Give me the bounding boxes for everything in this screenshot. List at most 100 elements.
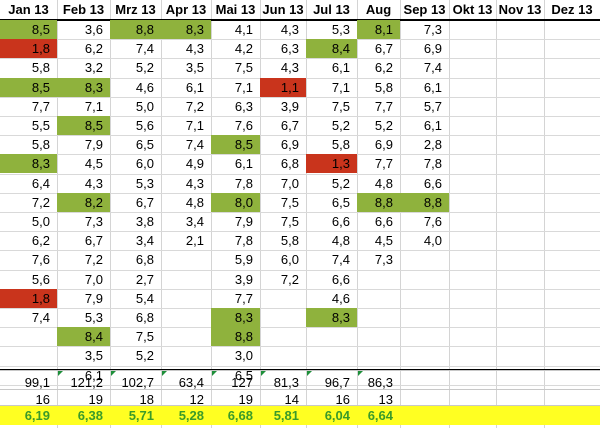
data-cell-high[interactable]: 8,1: [357, 20, 400, 39]
data-cell[interactable]: 6,3: [280, 41, 299, 56]
data-cell[interactable]: 7,7: [234, 291, 253, 306]
data-cell[interactable]: 7,6: [423, 214, 442, 229]
data-cell[interactable]: 5,0: [31, 214, 50, 229]
data-cell[interactable]: 5,2: [135, 348, 154, 363]
count-cell[interactable]: 18: [139, 392, 154, 407]
data-cell[interactable]: 6,5: [135, 137, 154, 152]
data-cell[interactable]: 5,2: [135, 60, 154, 75]
data-cell[interactable]: 3,0: [234, 348, 253, 363]
data-cell[interactable]: 6,5: [234, 368, 253, 383]
data-cell[interactable]: 7,1: [185, 118, 204, 133]
data-cell[interactable]: 4,3: [185, 176, 204, 191]
data-cell[interactable]: 7,1: [331, 80, 350, 95]
sum-cell[interactable]: 81,3: [273, 375, 299, 390]
column-header[interactable]: Jul 13: [313, 2, 350, 17]
data-cell[interactable]: 2,7: [135, 272, 154, 287]
count-cell[interactable]: 16: [335, 392, 350, 407]
data-cell[interactable]: 7,4: [135, 41, 154, 56]
data-cell[interactable]: 3,2: [84, 60, 103, 75]
data-cell[interactable]: 6,9: [374, 137, 393, 152]
data-cell[interactable]: 7,8: [234, 176, 253, 191]
data-cell[interactable]: 7,5: [280, 214, 299, 229]
data-cell[interactable]: 7,4: [423, 60, 442, 75]
data-cell[interactable]: 7,7: [374, 99, 393, 114]
data-cell[interactable]: 3,8: [135, 214, 154, 229]
data-cell[interactable]: 5,2: [331, 118, 350, 133]
data-cell[interactable]: 7,5: [280, 195, 299, 210]
data-cell[interactable]: 6,0: [280, 252, 299, 267]
data-cell-high[interactable]: 8,5: [0, 20, 57, 39]
data-cell[interactable]: 7,9: [84, 291, 103, 306]
data-cell[interactable]: 4,2: [234, 41, 253, 56]
data-cell[interactable]: 6,8: [135, 252, 154, 267]
column-header[interactable]: Mrz 13: [115, 2, 156, 17]
data-cell[interactable]: 7,1: [234, 80, 253, 95]
data-cell[interactable]: 6,7: [84, 233, 103, 248]
data-cell[interactable]: 6,3: [234, 99, 253, 114]
column-header[interactable]: Jun 13: [262, 2, 304, 17]
sum-cell[interactable]: 99,1: [24, 375, 50, 390]
sum-cell[interactable]: 63,4: [178, 375, 204, 390]
average-cell[interactable]: 6,04: [324, 408, 350, 423]
data-cell[interactable]: 5,8: [31, 137, 50, 152]
column-header[interactable]: Feb 13: [62, 2, 105, 17]
data-cell[interactable]: 5,3: [135, 176, 154, 191]
data-cell[interactable]: 4,8: [374, 176, 393, 191]
data-cell[interactable]: 4,3: [185, 41, 204, 56]
data-cell[interactable]: 4,9: [185, 156, 204, 171]
data-cell-high[interactable]: 8,8: [110, 20, 161, 39]
data-cell-high[interactable]: 8,3: [211, 308, 260, 327]
data-cell[interactable]: 7,6: [234, 118, 253, 133]
data-cell[interactable]: 5,3: [331, 22, 350, 37]
data-cell-low[interactable]: 1,8: [0, 39, 57, 58]
data-cell[interactable]: 5,0: [135, 99, 154, 114]
data-cell[interactable]: 5,8: [280, 233, 299, 248]
sum-cell[interactable]: 86,3: [367, 375, 393, 390]
data-cell[interactable]: 6,7: [280, 118, 299, 133]
data-cell[interactable]: 3,9: [280, 99, 299, 114]
column-header[interactable]: Aug 13: [365, 2, 392, 37]
count-cell[interactable]: 19: [238, 392, 253, 407]
data-cell[interactable]: 6,2: [374, 60, 393, 75]
column-header[interactable]: Sep 13: [403, 2, 446, 17]
data-cell[interactable]: 4,3: [280, 60, 299, 75]
average-cell[interactable]: 6,38: [77, 408, 103, 423]
data-cell[interactable]: 7,5: [234, 60, 253, 75]
count-cell[interactable]: 19: [88, 392, 103, 407]
data-cell[interactable]: 5,2: [331, 176, 350, 191]
data-cell[interactable]: 7,4: [185, 137, 204, 152]
data-cell[interactable]: 3,4: [185, 214, 204, 229]
data-cell-high[interactable]: 8,3: [306, 308, 357, 327]
data-cell[interactable]: 5,5: [31, 118, 50, 133]
data-cell[interactable]: 6,6: [423, 176, 442, 191]
data-cell[interactable]: 2,1: [185, 233, 204, 248]
data-cell[interactable]: 7,8: [234, 233, 253, 248]
data-cell[interactable]: 4,8: [331, 233, 350, 248]
data-cell[interactable]: 7,0: [280, 176, 299, 191]
data-cell[interactable]: 7,2: [185, 99, 204, 114]
data-cell[interactable]: 6,6: [374, 214, 393, 229]
data-cell[interactable]: 7,2: [31, 195, 50, 210]
data-cell[interactable]: 5,6: [135, 118, 154, 133]
data-cell[interactable]: 3,5: [84, 348, 103, 363]
column-header[interactable]: Okt 13: [452, 2, 493, 17]
data-cell-high[interactable]: 8,3: [57, 78, 110, 97]
data-cell[interactable]: 5,2: [374, 118, 393, 133]
data-cell[interactable]: 7,9: [234, 214, 253, 229]
data-cell[interactable]: 6,9: [280, 137, 299, 152]
data-cell[interactable]: 7,2: [280, 272, 299, 287]
data-cell[interactable]: 5,8: [374, 80, 393, 95]
data-cell-high[interactable]: 8,8: [400, 193, 449, 212]
data-cell[interactable]: 6,2: [31, 233, 50, 248]
data-cell[interactable]: 4,5: [84, 156, 103, 171]
data-cell[interactable]: 6,1: [423, 118, 442, 133]
data-cell[interactable]: 4,5: [374, 233, 393, 248]
data-cell[interactable]: 7,6: [31, 252, 50, 267]
data-cell-high[interactable]: 8,8: [357, 193, 400, 212]
column-header[interactable]: Jan 13: [8, 2, 49, 17]
data-cell[interactable]: 6,7: [135, 195, 154, 210]
data-cell[interactable]: 6,6: [331, 214, 350, 229]
data-cell[interactable]: 5,8: [31, 60, 50, 75]
data-cell[interactable]: 4,3: [280, 22, 299, 37]
